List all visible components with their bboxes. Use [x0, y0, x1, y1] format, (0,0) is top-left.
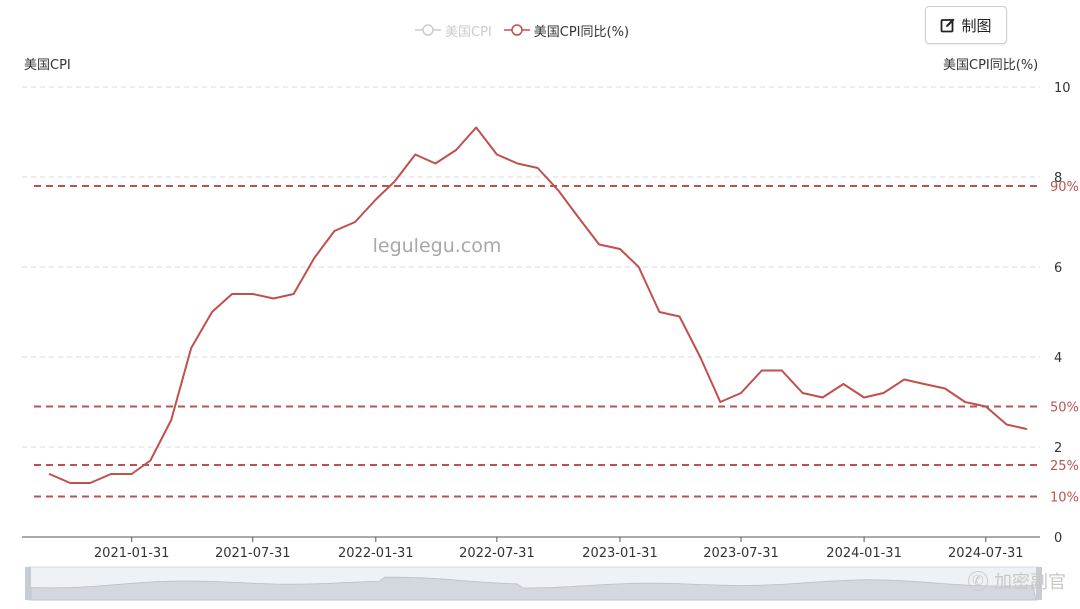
data-point — [313, 257, 316, 259]
data-point — [231, 293, 233, 295]
y-tick-label: 10 — [1054, 81, 1071, 96]
data-point — [658, 311, 661, 313]
data-point — [211, 311, 213, 313]
data-point — [190, 347, 192, 349]
data-point — [598, 243, 600, 246]
data-point — [434, 162, 437, 165]
data-point — [354, 221, 356, 223]
percentile-label: 10% — [1050, 491, 1079, 506]
data-point — [964, 401, 966, 403]
data-zoom-slider[interactable] — [25, 566, 1042, 601]
data-point — [1025, 428, 1028, 430]
data-point — [863, 396, 865, 399]
data-point — [130, 473, 133, 475]
legend-marker-icon — [415, 24, 441, 36]
wechat-icon: ✆ — [968, 571, 988, 591]
data-point — [516, 162, 519, 165]
data-point — [557, 189, 560, 192]
data-point — [69, 482, 71, 484]
zoom-preview-area — [30, 576, 1037, 601]
data-point — [292, 293, 295, 295]
zoom-handle-right[interactable] — [1036, 567, 1042, 600]
data-point — [637, 266, 640, 268]
legend-item-us-cpi[interactable]: 美国CPI — [415, 21, 492, 40]
legend-marker-icon — [503, 24, 530, 36]
percentile-label: 25% — [1050, 459, 1079, 474]
export-chart-label: 制图 — [961, 16, 992, 35]
data-point — [455, 149, 457, 151]
data-point — [89, 482, 91, 484]
data-point — [149, 459, 152, 462]
data-point — [536, 167, 539, 169]
series-layer — [48, 126, 1028, 484]
x-tick-label: 2023-01-31 — [582, 546, 658, 561]
x-tick-label: 2021-01-31 — [94, 546, 170, 561]
data-point — [333, 230, 336, 232]
y-tick-label: 4 — [1054, 351, 1062, 366]
zoom-handle-left[interactable] — [25, 567, 31, 600]
left-axis-name: 美国CPI — [24, 58, 71, 73]
site-watermark: legulegu.com — [373, 235, 502, 257]
data-point — [882, 392, 885, 394]
x-axis-ticks: 2021-01-31 2021-07-31 2022-01-31 2022-07-31… — [94, 537, 1024, 561]
data-point — [272, 297, 275, 300]
data-point — [801, 392, 804, 394]
percentile-label: 90% — [1050, 180, 1079, 195]
data-point — [414, 153, 417, 156]
data-point — [110, 473, 112, 475]
data-point — [170, 419, 172, 421]
x-tick-label: 2023-07-31 — [703, 546, 779, 561]
legend-label-us-cpi: 美国CPI — [445, 24, 492, 40]
data-point — [577, 216, 580, 219]
legend-label-us-cpi-yoy: 美国CPI同比(%) — [533, 24, 630, 40]
data-point — [944, 387, 946, 390]
data-point — [475, 126, 478, 129]
data-point — [761, 369, 763, 372]
export-chart-button[interactable]: 制图 — [925, 6, 1007, 44]
y-tick-label: 6 — [1054, 261, 1062, 276]
y-tick-label: 2 — [1054, 441, 1062, 456]
data-point — [985, 405, 987, 408]
grid-lines — [22, 86, 1040, 448]
data-point — [393, 180, 396, 183]
data-point — [781, 369, 783, 372]
data-point — [821, 396, 824, 399]
data-point — [903, 378, 905, 381]
data-point — [496, 153, 498, 156]
edit-icon — [941, 18, 955, 33]
x-tick-label: 2024-07-31 — [948, 546, 1024, 561]
data-point — [619, 248, 621, 250]
data-point — [719, 401, 722, 403]
percentile-label: 50% — [1050, 401, 1079, 416]
y-axis-ticks: 0 2 4 6 8 10 — [1054, 81, 1071, 546]
data-point — [923, 383, 926, 385]
data-point — [699, 356, 701, 358]
footer-watermark: ✆ 加密副官 — [968, 568, 1066, 594]
data-point — [678, 315, 681, 318]
footer-watermark-text: 加密副官 — [994, 572, 1066, 593]
series-line — [49, 126, 1027, 484]
data-point — [1005, 423, 1008, 426]
x-tick-label: 2024-01-31 — [826, 546, 902, 561]
x-tick-label: 2021-07-31 — [215, 546, 291, 561]
chart-legend: 美国CPI 美国CPI同比(%) — [415, 18, 641, 42]
data-point — [740, 392, 742, 394]
right-axis-name: 美国CPI同比(%) — [943, 58, 1039, 73]
data-point — [842, 383, 845, 385]
data-point — [252, 293, 254, 295]
x-tick-label: 2022-07-31 — [459, 546, 535, 561]
legend-item-us-cpi-yoy[interactable]: 美国CPI同比(%) — [503, 21, 630, 40]
data-point — [375, 198, 377, 201]
y-tick-label: 0 — [1054, 531, 1062, 546]
y-tick-label: 8 — [1054, 171, 1062, 186]
data-point — [48, 473, 51, 475]
percentile-lines: 90% 50% 25% 10% — [34, 180, 1079, 506]
x-tick-label: 2022-01-31 — [338, 546, 414, 561]
